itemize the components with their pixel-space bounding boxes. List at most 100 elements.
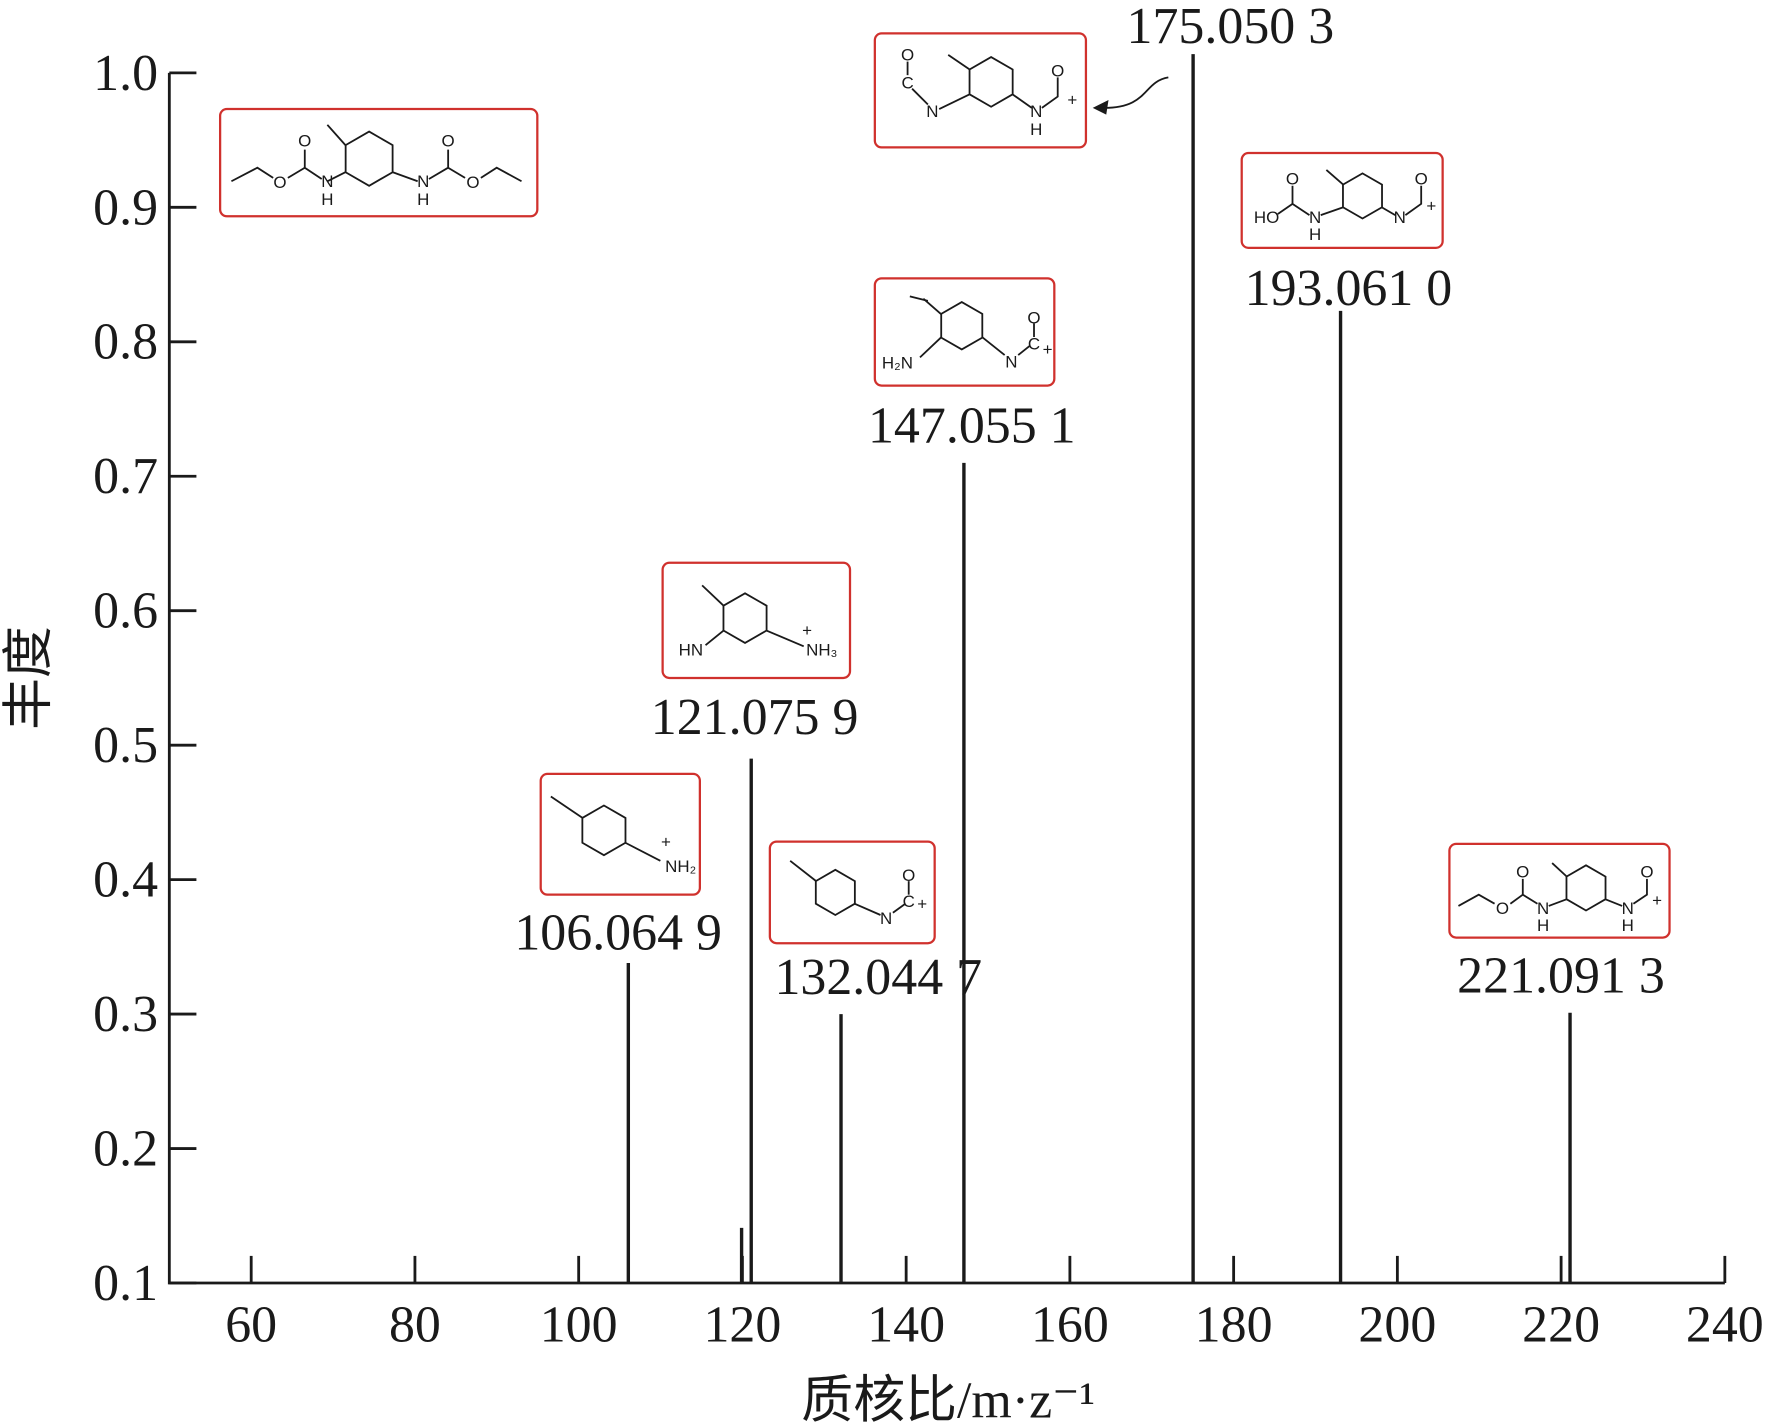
atom-label: N: [1005, 353, 1017, 372]
y-tick-label: 1.0: [93, 45, 158, 102]
atom-label: NH₂: [665, 857, 696, 876]
atom-label: O: [298, 131, 311, 150]
y-tick-label: 0.9: [93, 179, 158, 236]
x-tick-label: 60: [225, 1297, 277, 1354]
structure-box: [539, 772, 702, 896]
x-tick-label: 240: [1686, 1297, 1764, 1354]
structure-box: [218, 107, 539, 218]
x-tick-label: 140: [867, 1297, 945, 1354]
atom-label: N: [1537, 899, 1549, 918]
axes: [167, 72, 1725, 1285]
bond: [1325, 169, 1344, 186]
bond: [1604, 898, 1623, 907]
atom-label: N: [1622, 899, 1634, 918]
bond: [447, 166, 466, 179]
bond: [1320, 206, 1344, 216]
bond: [1017, 345, 1031, 356]
atom-label: +: [1652, 891, 1662, 910]
atom-label: H: [417, 190, 429, 209]
x-axis-title: 质核比/m·z⁻¹: [801, 1372, 1095, 1427]
atom-label: C: [1028, 334, 1040, 353]
x-tick-label: 180: [1195, 1297, 1273, 1354]
x-tick-label: 100: [540, 1297, 618, 1354]
atom-label: H: [1622, 916, 1634, 935]
atom-label: +: [917, 894, 927, 913]
peak-label: 221.091 3: [1457, 947, 1665, 1004]
peak-label: 132.044 7: [774, 949, 982, 1006]
bond: [947, 54, 971, 71]
bond: [326, 171, 346, 183]
bond: [1381, 206, 1396, 216]
atom-label: C: [903, 892, 915, 911]
peak-label: 193.061 0: [1245, 260, 1453, 317]
atom-label: H: [1537, 916, 1549, 935]
atom-label: O: [902, 866, 915, 885]
atom-label: +: [1067, 91, 1077, 110]
bond: [909, 295, 929, 302]
arrow: [1103, 76, 1169, 109]
atom-label: H: [1309, 225, 1321, 244]
atom-label: HO: [1254, 208, 1279, 227]
atom-label: O: [1640, 863, 1653, 882]
atom-label: N: [880, 909, 892, 928]
peak-label: 121.075 9: [651, 689, 859, 746]
bond: [938, 93, 971, 110]
y-tick-label: 0.4: [93, 852, 158, 909]
atom-label: +: [1043, 340, 1053, 359]
atom-label: N: [1394, 208, 1406, 227]
y-tick-label: 0.5: [93, 717, 158, 774]
structure-box: [768, 840, 936, 945]
y-tick-label: 0.6: [93, 583, 158, 640]
bond: [624, 841, 661, 862]
atom-label: N: [417, 172, 429, 191]
bond: [704, 629, 725, 646]
bond: [789, 860, 817, 882]
bond: [766, 629, 805, 648]
atom-label: O: [1286, 170, 1299, 189]
atom-label: H₂N: [882, 354, 913, 373]
atom-label: N: [1309, 208, 1321, 227]
atom-label: O: [901, 45, 914, 64]
bond: [854, 902, 881, 916]
structure-box: [1448, 842, 1671, 939]
peak-label: 106.064 9: [514, 904, 722, 961]
y-tick-label: 0.3: [93, 986, 158, 1043]
atom-label: +: [1426, 197, 1436, 216]
atom-label: NH₃: [806, 640, 837, 659]
x-tick-label: 120: [703, 1297, 781, 1354]
atom-label: N: [1030, 102, 1042, 121]
atom-label: O: [442, 131, 455, 150]
bond: [892, 902, 906, 914]
atom-label: HN: [679, 640, 703, 659]
bond: [911, 88, 929, 106]
bond: [919, 336, 943, 359]
atom-label: H: [321, 190, 333, 209]
x-tick-label: 220: [1522, 1297, 1600, 1354]
bond: [1548, 898, 1568, 907]
ring: [344, 130, 394, 187]
bond: [981, 336, 1006, 356]
atom-label: O: [1051, 61, 1064, 80]
atom-label: O: [273, 173, 286, 192]
structure-box: [873, 32, 1088, 149]
atom-label: O: [1415, 170, 1428, 189]
bond: [550, 795, 583, 819]
bond: [326, 124, 347, 146]
x-tick-label: 80: [389, 1297, 441, 1354]
atom-label: O: [1516, 863, 1529, 882]
y-tick-label: 0.1: [93, 1255, 158, 1312]
atom-label: N: [926, 102, 938, 121]
atom-label: +: [802, 621, 812, 640]
bond: [1277, 203, 1294, 215]
peak-label: 175.050 3: [1127, 0, 1335, 55]
bond: [1012, 93, 1033, 109]
x-tick-label: 200: [1358, 1297, 1436, 1354]
atom-label: +: [661, 832, 671, 851]
bond: [1041, 77, 1059, 109]
bond: [701, 584, 725, 607]
y-tick-label: 0.8: [93, 314, 158, 371]
y-axis-title: 丰度: [1, 626, 58, 730]
atom-label: O: [1496, 899, 1509, 918]
bond: [1404, 185, 1423, 216]
bond: [1632, 878, 1648, 905]
